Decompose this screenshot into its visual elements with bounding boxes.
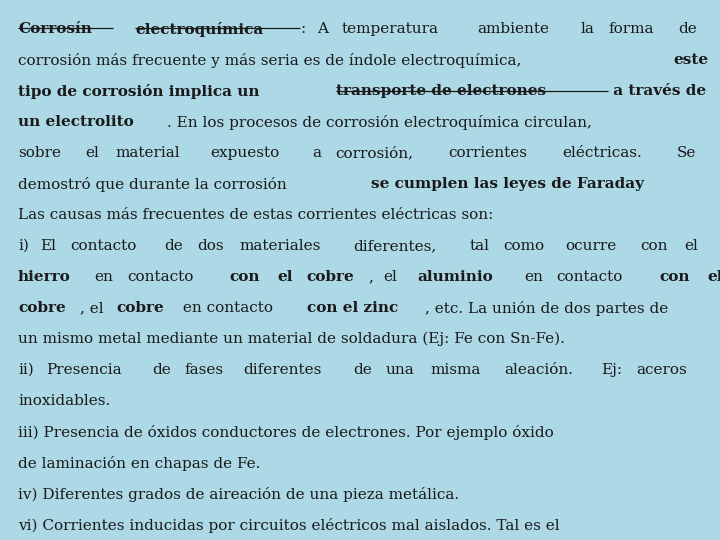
Text: de: de bbox=[353, 363, 372, 377]
Text: tipo de corrosión implica un: tipo de corrosión implica un bbox=[18, 84, 265, 99]
Text: temperatura: temperatura bbox=[342, 22, 439, 36]
Text: . En los procesos de corrosión electroquímica circulan,: . En los procesos de corrosión electroqu… bbox=[167, 115, 593, 130]
Text: Corrosín: Corrosín bbox=[18, 22, 92, 36]
Text: a: a bbox=[312, 146, 321, 160]
Text: , el: , el bbox=[80, 301, 108, 315]
Text: la: la bbox=[580, 22, 595, 36]
Text: contacto: contacto bbox=[557, 270, 623, 284]
Text: cobre: cobre bbox=[18, 301, 66, 315]
Text: ocurre: ocurre bbox=[565, 239, 616, 253]
Text: diferentes: diferentes bbox=[243, 363, 322, 377]
Text: el: el bbox=[86, 146, 99, 160]
Text: una: una bbox=[385, 363, 414, 377]
Text: Presencia: Presencia bbox=[47, 363, 122, 377]
Text: el: el bbox=[707, 270, 720, 284]
Text: A: A bbox=[318, 22, 328, 36]
Text: :: : bbox=[300, 22, 305, 36]
Text: eléctricas.: eléctricas. bbox=[562, 146, 642, 160]
Text: ,: , bbox=[369, 270, 373, 284]
Text: tal: tal bbox=[469, 239, 490, 253]
Text: Ej:: Ej: bbox=[601, 363, 622, 377]
Text: El: El bbox=[40, 239, 57, 253]
Text: como: como bbox=[504, 239, 545, 253]
Text: fases: fases bbox=[185, 363, 224, 377]
Text: inoxidables.: inoxidables. bbox=[18, 394, 110, 408]
Text: dos: dos bbox=[197, 239, 223, 253]
Text: el: el bbox=[278, 270, 293, 284]
Text: con el zinc: con el zinc bbox=[307, 301, 398, 315]
Text: con: con bbox=[640, 239, 667, 253]
Text: en: en bbox=[523, 270, 543, 284]
Text: el: el bbox=[383, 270, 397, 284]
Text: forma: forma bbox=[609, 22, 654, 36]
Text: de: de bbox=[678, 22, 696, 36]
Text: cobre: cobre bbox=[117, 301, 164, 315]
Text: de: de bbox=[164, 239, 183, 253]
Text: materiales: materiales bbox=[240, 239, 321, 253]
Text: de: de bbox=[153, 363, 171, 377]
Text: corrosión,: corrosión, bbox=[336, 146, 413, 160]
Text: de laminación en chapas de Fe.: de laminación en chapas de Fe. bbox=[18, 456, 261, 471]
Text: iv) Diferentes grados de aireación de una pieza metálica.: iv) Diferentes grados de aireación de un… bbox=[18, 488, 459, 502]
Text: sobre: sobre bbox=[18, 146, 61, 160]
Text: Las causas más frecuentes de estas corrientes eléctricas son:: Las causas más frecuentes de estas corri… bbox=[18, 208, 493, 222]
Text: se cumplen las leyes de Faraday: se cumplen las leyes de Faraday bbox=[371, 177, 644, 191]
Text: demostró que durante la corrosión: demostró que durante la corrosión bbox=[18, 177, 292, 192]
Text: misma: misma bbox=[431, 363, 481, 377]
Text: aceros: aceros bbox=[636, 363, 688, 377]
Text: un mismo metal mediante un material de soldadura (Ej: Fe con Sn-Fe).: un mismo metal mediante un material de s… bbox=[18, 332, 565, 347]
Text: con: con bbox=[659, 270, 690, 284]
Text: expuesto: expuesto bbox=[211, 146, 280, 160]
Text: electroquímica: electroquímica bbox=[135, 22, 263, 37]
Text: hierro: hierro bbox=[18, 270, 71, 284]
Text: diferentes,: diferentes, bbox=[354, 239, 436, 253]
Text: aluminio: aluminio bbox=[418, 270, 493, 284]
Text: contacto: contacto bbox=[127, 270, 194, 284]
Text: el: el bbox=[684, 239, 698, 253]
Text: material: material bbox=[115, 146, 180, 160]
Text: corrosión más frecuente y más seria es de índole electroquímica,: corrosión más frecuente y más seria es d… bbox=[18, 53, 526, 68]
Text: cobre: cobre bbox=[307, 270, 354, 284]
Text: este: este bbox=[674, 53, 709, 66]
Text: , etc. La unión de dos partes de: , etc. La unión de dos partes de bbox=[425, 301, 668, 316]
Text: aleación.: aleación. bbox=[504, 363, 573, 377]
Text: vi) Corrientes inducidas por circuitos eléctricos mal aislados. Tal es el: vi) Corrientes inducidas por circuitos e… bbox=[18, 518, 559, 534]
Text: i): i) bbox=[18, 239, 29, 253]
Text: con: con bbox=[230, 270, 260, 284]
Text: contacto: contacto bbox=[70, 239, 136, 253]
Text: ii): ii) bbox=[18, 363, 34, 377]
Text: corrientes: corrientes bbox=[449, 146, 527, 160]
Text: en contacto: en contacto bbox=[178, 301, 278, 315]
Text: ambiente: ambiente bbox=[477, 22, 549, 36]
Text: un electrolito: un electrolito bbox=[18, 115, 134, 129]
Text: Se: Se bbox=[677, 146, 696, 160]
Text: en: en bbox=[94, 270, 113, 284]
Text: a través de: a través de bbox=[608, 84, 706, 98]
Text: transporte de electrones: transporte de electrones bbox=[336, 84, 546, 98]
Text: iii) Presencia de óxidos conductores de electrones. Por ejemplo óxido: iii) Presencia de óxidos conductores de … bbox=[18, 426, 554, 440]
